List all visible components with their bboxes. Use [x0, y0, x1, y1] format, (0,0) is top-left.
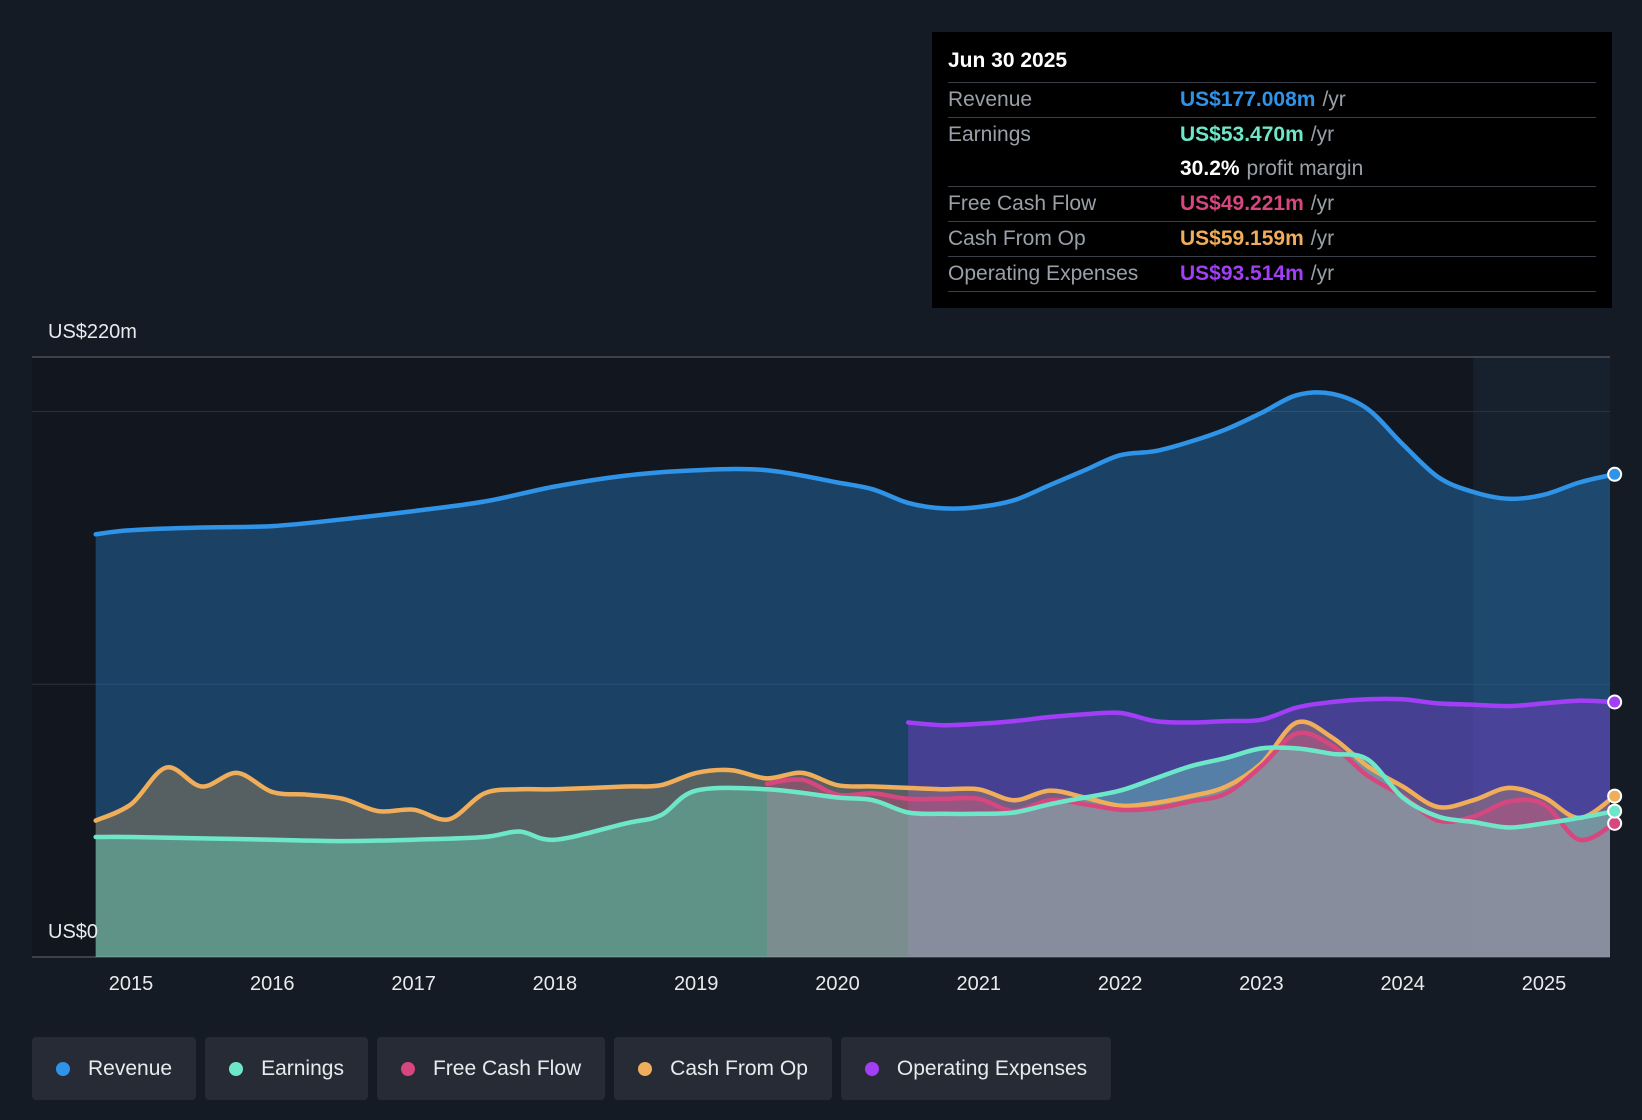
- tooltip-value: US$59.159m: [1180, 227, 1304, 250]
- tooltip-row-free-cash-flow: Free Cash Flow US$49.221m /yr: [948, 187, 1596, 222]
- tooltip-value: US$49.221m: [1180, 192, 1304, 215]
- earnings-area: [95, 747, 1610, 957]
- y-top-label: US$220m: [48, 321, 137, 343]
- legend-label: Earnings: [261, 1056, 344, 1080]
- operating-expenses-area: [908, 698, 1610, 957]
- x-tick-label: 2025: [1522, 973, 1567, 995]
- free-cash-flow-dot-icon: [400, 1061, 415, 1076]
- legend-item-free-cash-flow[interactable]: Free Cash Flow: [376, 1037, 606, 1100]
- tooltip-label: Free Cash Flow: [948, 192, 1097, 215]
- cash-from-op-line: [93, 719, 1610, 823]
- free-cash-flow-line: [764, 730, 1610, 843]
- operating-expenses-dot-icon: [864, 1061, 879, 1076]
- tooltip-panel: Jun 30 2025 Revenue US$177.008m /yr Earn…: [932, 32, 1612, 308]
- tooltip-label: Revenue: [948, 88, 1033, 111]
- tooltip-value: US$93.514m: [1180, 262, 1304, 285]
- forecast-shade: [1473, 357, 1610, 957]
- cash-from-op-dot-icon: [638, 1061, 653, 1076]
- legend-label: Revenue: [88, 1056, 173, 1080]
- tooltip-label: [948, 152, 1180, 186]
- tooltip-unit: /yr: [1310, 192, 1335, 215]
- legend: Revenue Earnings Free Cash Flow Cash Fro…: [32, 1037, 1112, 1100]
- operating-expenses-line: [905, 696, 1610, 728]
- tooltip-row-cash-from-op: Cash From Op US$59.159m /yr: [948, 222, 1596, 257]
- x-tick-label: 2024: [1380, 973, 1425, 995]
- tooltip-date: Jun 30 2025: [948, 46, 1596, 83]
- tooltip-unit: profit margin: [1246, 157, 1364, 180]
- free-cash-flow-area: [766, 732, 1610, 957]
- x-tick-label: 2017: [391, 973, 436, 995]
- x-tick-label: 2023: [1239, 973, 1284, 995]
- tooltip-row-profit-margin: 30.2% profit margin: [948, 152, 1596, 187]
- revenue-area: [95, 392, 1610, 957]
- tooltip-label: Cash From Op: [948, 227, 1086, 250]
- tooltip-unit: /yr: [1310, 262, 1335, 285]
- tooltip-value: US$177.008m: [1180, 88, 1316, 111]
- earnings-line: [93, 745, 1610, 844]
- x-tick-label: 2022: [1098, 973, 1143, 995]
- revenue-line: [93, 390, 1610, 537]
- tooltip-row-earnings: Earnings US$53.470m /yr: [948, 118, 1596, 152]
- y-bottom-label: US$0: [48, 921, 99, 943]
- tooltip-label: Operating Expenses: [948, 262, 1139, 285]
- legend-item-operating-expenses[interactable]: Operating Expenses: [840, 1037, 1112, 1100]
- legend-item-earnings[interactable]: Earnings: [205, 1037, 368, 1100]
- cash-from-op-end-point: [1607, 788, 1623, 804]
- tooltip-unit: /yr: [1322, 88, 1346, 111]
- free-cash-flow-end-point: [1607, 815, 1623, 831]
- legend-label: Free Cash Flow: [432, 1056, 582, 1080]
- tooltip-row-operating-expenses: Operating Expenses US$93.514m /yr: [948, 257, 1596, 292]
- tooltip-unit: /yr: [1310, 227, 1335, 250]
- tooltip-value: US$53.470m: [1180, 123, 1304, 146]
- x-tick-label: 2016: [250, 973, 295, 995]
- legend-item-revenue[interactable]: Revenue: [32, 1037, 197, 1100]
- legend-label: Operating Expenses: [896, 1056, 1088, 1080]
- earnings-end-point: [1607, 803, 1623, 819]
- earnings-dot-icon: [229, 1061, 244, 1076]
- x-tick-label: 2015: [109, 973, 154, 995]
- x-tick-label: 2020: [815, 973, 860, 995]
- plot-background: [32, 357, 1610, 957]
- x-tick-label: 2018: [533, 973, 578, 995]
- operating-expenses-end-point: [1607, 694, 1623, 710]
- tooltip-value: 30.2%: [1180, 157, 1240, 180]
- legend-item-cash-from-op[interactable]: Cash From Op: [614, 1037, 832, 1100]
- revenue-end-point: [1607, 466, 1623, 482]
- revenue-dot-icon: [56, 1061, 70, 1076]
- tooltip-unit: /yr: [1310, 123, 1335, 146]
- x-tick-label: 2021: [957, 973, 1002, 995]
- x-tick-label: 2019: [674, 973, 719, 995]
- cash-from-op-area: [95, 721, 1610, 957]
- tooltip-row-revenue: Revenue US$177.008m /yr: [948, 83, 1596, 118]
- legend-label: Cash From Op: [670, 1056, 808, 1080]
- tooltip-label: Earnings: [948, 123, 1031, 146]
